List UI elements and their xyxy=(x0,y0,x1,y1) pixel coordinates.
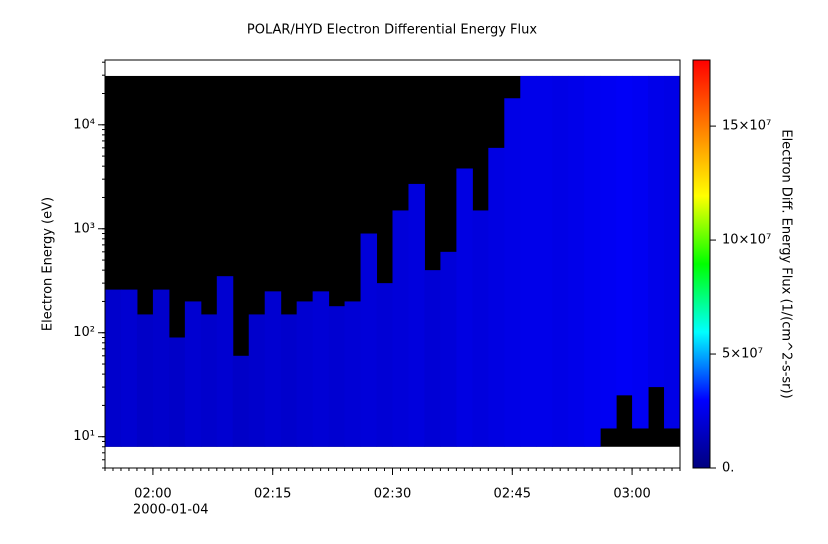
y-tick-label: 10³ xyxy=(73,221,95,236)
colorbar-tick-label: 0. xyxy=(722,461,734,476)
spectrogram-column xyxy=(472,210,489,447)
x-tick-label: 03:00 xyxy=(613,487,650,502)
spectrogram-column xyxy=(376,283,393,447)
spectrogram-column xyxy=(424,270,441,447)
spectrogram-column xyxy=(344,301,362,447)
spectrogram-column xyxy=(648,75,665,388)
y-axis-label: Electron Energy (eV) xyxy=(41,197,56,331)
spectrogram-column xyxy=(632,75,649,429)
spectrogram-column xyxy=(280,314,298,447)
spectrogram-column xyxy=(216,276,234,447)
plot-area xyxy=(105,75,680,447)
spectrogram-column xyxy=(152,289,170,447)
spectrogram-column xyxy=(456,168,473,447)
spectrogram-column xyxy=(616,75,633,396)
spectrogram-column xyxy=(312,291,330,447)
chart-title: POLAR/HYD Electron Differential Energy F… xyxy=(247,23,537,38)
x-tick-label: 02:00 xyxy=(134,487,171,502)
spectrogram-column xyxy=(296,301,314,447)
y-tick-label: 10¹ xyxy=(73,429,95,444)
colorbar-label: Electron Diff. Energy Flux (1/(cm^2-s-sr… xyxy=(779,129,794,398)
spectrogram-column xyxy=(248,314,266,447)
y-tick-label: 10⁴ xyxy=(73,117,95,132)
spectrogram-column xyxy=(168,337,186,447)
x-tick-label: 02:30 xyxy=(374,487,411,502)
spectrogram-column xyxy=(536,75,553,447)
colorbar-tick-label: 15×10⁷ xyxy=(722,119,771,134)
x-tick-label: 02:45 xyxy=(494,487,531,502)
spectrogram-column xyxy=(392,210,409,447)
y-tick-label: 10² xyxy=(73,325,95,340)
spectrogram-column xyxy=(200,314,218,447)
colorbar-tick-label: 5×10⁷ xyxy=(722,347,763,362)
colorbar-tick-label: 10×10⁷ xyxy=(722,233,771,248)
spectrogram-column xyxy=(552,75,569,447)
colorbar xyxy=(692,59,711,469)
spectrogram-column xyxy=(232,355,250,447)
spectrogram-column xyxy=(440,251,457,447)
spectrogram-column xyxy=(184,301,202,447)
x-date-label: 2000-01-04 xyxy=(133,503,209,518)
spectrogram-column xyxy=(520,75,537,447)
x-tick-label: 02:15 xyxy=(254,487,291,502)
spectrogram-column xyxy=(328,306,346,447)
spectrogram-column xyxy=(664,75,680,429)
spectrogram-column xyxy=(120,289,138,447)
spectrogram-column xyxy=(568,75,585,447)
spectrogram-column xyxy=(105,289,122,447)
spectrogram-column xyxy=(360,233,378,447)
spectrogram-column xyxy=(488,147,505,447)
spectrogram-column xyxy=(584,75,601,447)
spectrogram-column xyxy=(264,291,282,447)
spectrogram-column xyxy=(600,75,617,429)
spectrogram-column xyxy=(504,98,521,447)
spectrogram-column xyxy=(136,314,154,447)
spectrogram-column xyxy=(408,183,425,447)
